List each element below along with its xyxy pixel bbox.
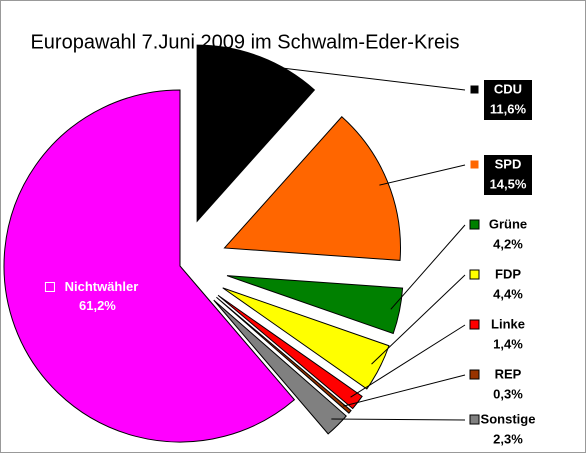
legend-marker [469,319,480,330]
value-label: 61,2% [79,298,116,313]
legend-marker [44,281,55,292]
slice-label: Sonstige [481,411,536,426]
legend-marker [469,84,480,95]
value-label: 14,5% [490,176,527,191]
legend-marker [469,219,480,230]
value-label: 1,4% [493,336,523,351]
leader-line [331,418,466,421]
chart-title: Europawahl 7.Juni 2009 im Schwalm-Eder-K… [30,31,459,53]
slice-label: FDP [495,266,521,281]
value-label: 4,4% [493,286,523,301]
leader-line [350,324,466,398]
leader-line [256,64,466,91]
label-highlight [484,80,532,120]
legend-marker [469,414,480,425]
slice-label: CDU [494,81,522,96]
slice-label: Linke [491,316,525,331]
pie-slice [216,296,352,414]
pie-slice [213,299,347,435]
legend-marker [469,269,480,280]
leader-line [371,274,466,365]
legend-marker [469,159,480,170]
leader-line [343,374,466,407]
slice-label: REP [495,366,522,381]
pie-slice [223,116,401,261]
value-label: 0,3% [493,386,523,401]
slice-label: SPD [495,156,522,171]
value-label: 4,2% [493,236,523,251]
value-label: 11,6% [490,101,527,116]
label-highlight [484,155,532,195]
leader-line [390,224,466,310]
value-label: 2,3% [493,431,523,446]
slice-label: Grüne [489,216,527,231]
legend-marker [469,369,480,380]
slice-label: Nichtwähler [65,279,139,294]
pie-slice [3,89,296,443]
pie-slice [226,275,404,335]
pie-slice [222,287,390,390]
pie-slice [196,44,316,223]
leader-line [379,164,466,186]
